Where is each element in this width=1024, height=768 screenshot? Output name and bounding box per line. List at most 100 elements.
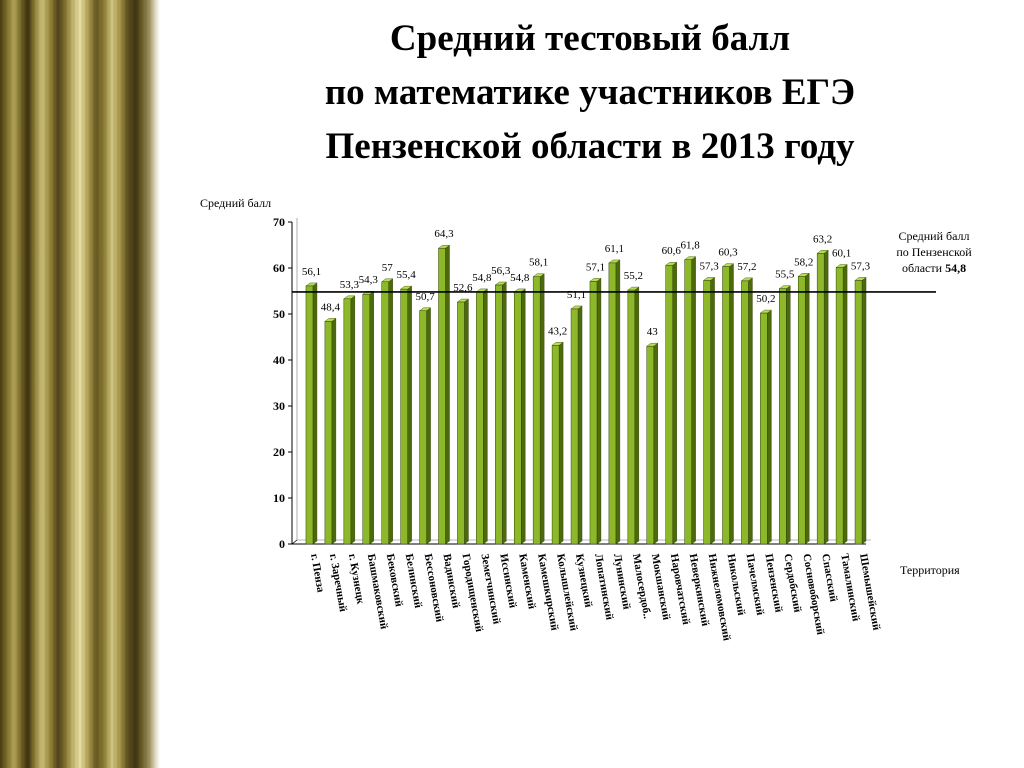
bar-26 bbox=[797, 276, 806, 545]
bar-24 bbox=[760, 312, 768, 545]
value-label-21: 57,3 bbox=[699, 260, 719, 272]
category-label-4: Бековский bbox=[384, 553, 405, 608]
value-label-29: 57,3 bbox=[851, 260, 871, 272]
category-label-6: Бессоновский bbox=[422, 553, 446, 624]
bar-side-18 bbox=[653, 342, 658, 545]
value-label-25: 55,5 bbox=[775, 269, 795, 281]
value-label-0: 56,1 bbox=[302, 266, 321, 278]
bar-side-1 bbox=[331, 317, 337, 545]
bar-side-24 bbox=[767, 309, 772, 545]
title-line-1: Средний тестовый балл bbox=[389, 18, 791, 59]
bar-8 bbox=[457, 301, 465, 545]
category-label-1: г. Заречный bbox=[327, 553, 349, 614]
value-label-8: 52,6 bbox=[453, 282, 473, 294]
bar-27 bbox=[816, 253, 825, 545]
bar-1 bbox=[324, 321, 333, 545]
value-label-24: 50,2 bbox=[756, 293, 775, 305]
bar-12 bbox=[532, 276, 541, 545]
value-label-2: 53,3 bbox=[340, 279, 360, 291]
bar-side-26 bbox=[805, 272, 810, 545]
bar-11 bbox=[513, 291, 522, 545]
value-label-13: 43,2 bbox=[548, 325, 567, 337]
bar-20 bbox=[684, 259, 692, 545]
bar-side-25 bbox=[786, 285, 791, 545]
bar-28 bbox=[835, 267, 844, 545]
average-note-line3: области 54,8 bbox=[878, 260, 990, 276]
bar-6 bbox=[419, 310, 427, 545]
value-label-4: 57 bbox=[382, 262, 394, 274]
value-label-22: 60,3 bbox=[718, 247, 738, 259]
value-label-12: 58,1 bbox=[529, 257, 548, 269]
category-label-10: Иссинский bbox=[497, 553, 518, 610]
average-note-line2: по Пензенской bbox=[896, 245, 972, 259]
x-axis-depth-line bbox=[291, 539, 298, 545]
y-tick-label-50: 50 bbox=[273, 307, 285, 321]
bar-25 bbox=[779, 288, 787, 545]
bar-17 bbox=[627, 289, 636, 545]
bar-0 bbox=[305, 285, 314, 545]
bar-side-20 bbox=[691, 256, 696, 545]
decorative-frame-stripes bbox=[0, 0, 150, 768]
value-label-9: 54,8 bbox=[472, 272, 492, 284]
value-label-10: 56,3 bbox=[491, 265, 511, 277]
bar-side-6 bbox=[426, 307, 431, 545]
bar-side-10 bbox=[502, 281, 507, 545]
bar-side-2 bbox=[350, 295, 356, 545]
value-label-19: 60,6 bbox=[662, 245, 682, 257]
bar-29 bbox=[854, 280, 863, 545]
category-label-2: г. Кузнецк bbox=[346, 553, 367, 606]
average-note: Средний балл по Пензенской области 54,8 bbox=[878, 228, 990, 276]
bar-side-12 bbox=[539, 273, 545, 545]
category-label-24: Пензенский bbox=[762, 553, 784, 614]
bar-13 bbox=[551, 345, 560, 545]
bar-19 bbox=[665, 264, 673, 545]
decorative-frame bbox=[0, 0, 160, 768]
y-tick-label-40: 40 bbox=[273, 353, 285, 367]
bar-9 bbox=[476, 291, 484, 545]
bar-4 bbox=[381, 281, 389, 545]
bar-5 bbox=[400, 288, 408, 545]
category-label-16: Лунинский bbox=[611, 553, 633, 611]
category-label-17: Малосердоб.. bbox=[630, 553, 653, 620]
bar-3 bbox=[362, 293, 371, 545]
y-tick-label-20: 20 bbox=[273, 445, 285, 459]
category-label-5: Белинский bbox=[403, 553, 424, 610]
value-labels: 56,148,453,3 54,35755,450,764,352,654,856… bbox=[302, 228, 871, 338]
bar-side-0 bbox=[312, 282, 318, 545]
bar-side-17 bbox=[634, 286, 640, 545]
value-label-28: 60,1 bbox=[832, 248, 851, 260]
value-label-18: 43 bbox=[647, 326, 659, 338]
category-label-15: Лопатинский bbox=[592, 553, 616, 622]
y-axis-label: Средний балл bbox=[200, 196, 272, 210]
bar-side-15 bbox=[596, 277, 602, 545]
bar-side-28 bbox=[842, 264, 848, 545]
title-line-3: Пензенской области в 2013 году bbox=[325, 126, 855, 167]
value-label-7: 64,3 bbox=[434, 228, 454, 240]
bar-side-29 bbox=[861, 277, 867, 545]
title-line-2: по математике участников ЕГЭ bbox=[324, 72, 856, 113]
bar-18 bbox=[646, 345, 655, 545]
bar-side-8 bbox=[464, 298, 469, 545]
bar-side-4 bbox=[388, 278, 393, 545]
bar-22 bbox=[722, 266, 730, 545]
bar-side-16 bbox=[615, 259, 621, 545]
value-label-20: 61,8 bbox=[681, 240, 701, 252]
bar-side-27 bbox=[823, 249, 829, 545]
category-label-11: Каменский bbox=[516, 553, 538, 611]
bar-side-23 bbox=[748, 277, 753, 545]
value-label-16: 61,1 bbox=[605, 243, 624, 255]
bar-side-13 bbox=[558, 341, 564, 545]
y-tick-label-70: 70 bbox=[273, 215, 285, 229]
y-tick-label-60: 60 bbox=[273, 261, 285, 275]
value-label-23: 57,2 bbox=[737, 261, 756, 273]
chart-bars bbox=[305, 244, 867, 545]
bar-side-11 bbox=[521, 288, 526, 545]
category-label-27: Спасский bbox=[819, 553, 839, 604]
average-note-prefix: области bbox=[901, 261, 943, 275]
category-label-25: Сердобский bbox=[781, 553, 803, 614]
bar-side-21 bbox=[710, 277, 715, 545]
average-note-line1: Средний балл bbox=[898, 229, 970, 243]
category-label-14: Кузнецкий bbox=[573, 553, 594, 609]
